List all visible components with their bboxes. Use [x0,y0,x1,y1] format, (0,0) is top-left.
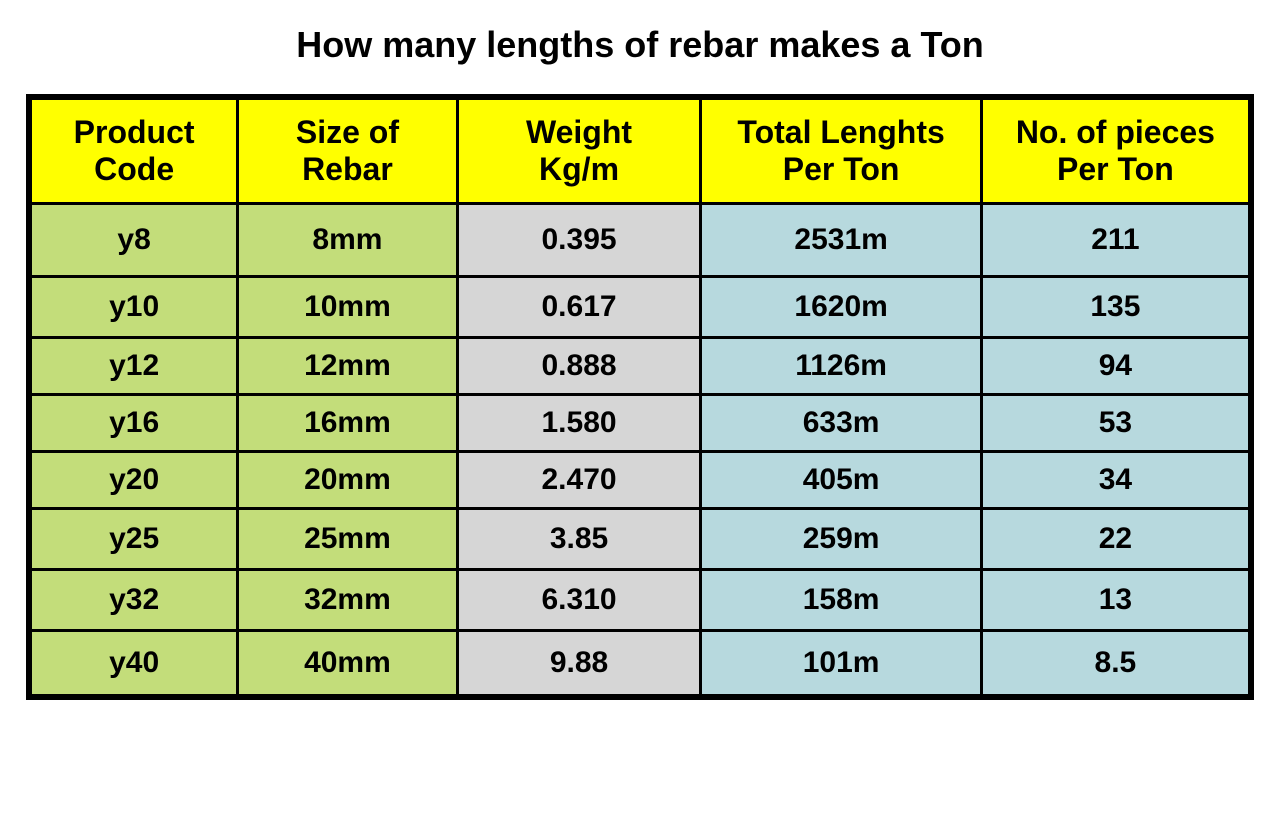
cell-size: 40mm [238,630,457,695]
col-header-total_lengths: Total LenghtsPer Ton [701,99,981,204]
cell-product_code: y25 [31,508,238,569]
table-row: y88mm0.3952531m211 [31,203,1250,276]
cell-pieces: 34 [981,451,1249,508]
cell-pieces: 22 [981,508,1249,569]
table-row: y2020mm2.470405m34 [31,451,1250,508]
cell-pieces: 94 [981,337,1249,394]
cell-weight: 6.310 [457,569,701,630]
cell-pieces: 135 [981,276,1249,337]
col-header-line2: Per Ton [783,151,900,187]
col-header-line2: Per Ton [1057,151,1174,187]
col-header-line2: Code [94,151,174,187]
cell-weight: 0.888 [457,337,701,394]
col-header-line1: Weight [526,114,632,150]
col-header-line1: Size of [296,114,399,150]
cell-pieces: 13 [981,569,1249,630]
cell-total_lengths: 1620m [701,276,981,337]
cell-size: 20mm [238,451,457,508]
cell-size: 12mm [238,337,457,394]
cell-weight: 9.88 [457,630,701,695]
table-row: y1212mm0.8881126m94 [31,337,1250,394]
cell-weight: 2.470 [457,451,701,508]
cell-total_lengths: 158m [701,569,981,630]
cell-size: 32mm [238,569,457,630]
cell-pieces: 8.5 [981,630,1249,695]
col-header-line2: Rebar [302,151,393,187]
table-row: y3232mm6.310158m13 [31,569,1250,630]
col-header-weight: WeightKg/m [457,99,701,204]
cell-size: 8mm [238,203,457,276]
cell-product_code: y32 [31,569,238,630]
cell-total_lengths: 633m [701,394,981,451]
cell-pieces: 53 [981,394,1249,451]
col-header-line1: Total Lenghts [737,114,944,150]
cell-size: 25mm [238,508,457,569]
rebar-table-wrapper: ProductCodeSize ofRebarWeightKg/mTotal L… [26,94,1254,700]
cell-product_code: y10 [31,276,238,337]
cell-total_lengths: 405m [701,451,981,508]
cell-product_code: y40 [31,630,238,695]
cell-weight: 1.580 [457,394,701,451]
cell-pieces: 211 [981,203,1249,276]
cell-total_lengths: 2531m [701,203,981,276]
cell-product_code: y16 [31,394,238,451]
rebar-table: ProductCodeSize ofRebarWeightKg/mTotal L… [29,97,1251,697]
col-header-line1: Product [74,114,195,150]
col-header-size: Size ofRebar [238,99,457,204]
cell-weight: 3.85 [457,508,701,569]
cell-product_code: y12 [31,337,238,394]
cell-total_lengths: 259m [701,508,981,569]
cell-size: 10mm [238,276,457,337]
cell-size: 16mm [238,394,457,451]
cell-total_lengths: 101m [701,630,981,695]
col-header-line2: Kg/m [539,151,619,187]
table-row: y1616mm1.580633m53 [31,394,1250,451]
table-row: y1010mm0.6171620m135 [31,276,1250,337]
col-header-line1: No. of pieces [1016,114,1215,150]
cell-product_code: y8 [31,203,238,276]
table-row: y4040mm9.88101m8.5 [31,630,1250,695]
table-header-row: ProductCodeSize ofRebarWeightKg/mTotal L… [31,99,1250,204]
cell-total_lengths: 1126m [701,337,981,394]
cell-product_code: y20 [31,451,238,508]
table-row: y2525mm3.85259m22 [31,508,1250,569]
col-header-product_code: ProductCode [31,99,238,204]
cell-weight: 0.395 [457,203,701,276]
cell-weight: 0.617 [457,276,701,337]
page-title: How many lengths of rebar makes a Ton [20,24,1260,66]
col-header-pieces: No. of piecesPer Ton [981,99,1249,204]
